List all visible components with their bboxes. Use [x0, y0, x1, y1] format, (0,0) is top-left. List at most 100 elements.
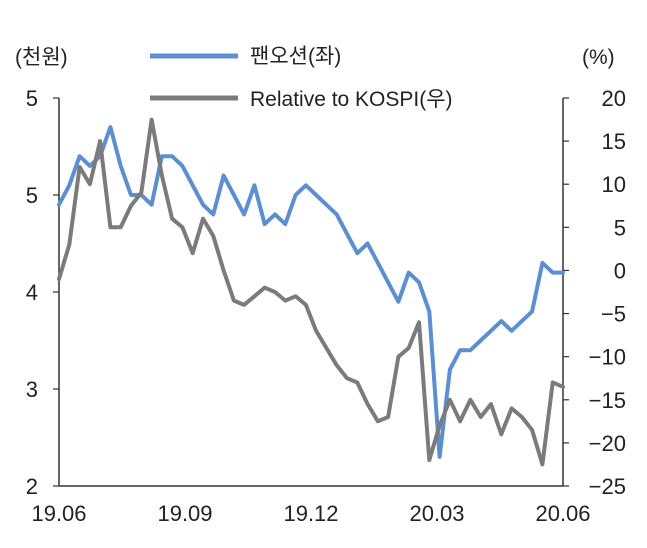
right-tick-label: 5 — [614, 215, 626, 240]
left-axis-ticks: 5 5 4 3 2 — [26, 86, 59, 499]
series-1-point — [88, 164, 92, 168]
series-2-point — [139, 191, 143, 195]
series-2-point — [211, 234, 215, 238]
left-tick-label: 5 — [26, 183, 38, 208]
series-2-point — [273, 290, 277, 294]
series-1-point — [150, 203, 154, 207]
series-2-point — [57, 277, 61, 281]
series-1-point — [510, 329, 514, 333]
series-1-point — [366, 241, 370, 246]
series-2-point — [150, 118, 154, 122]
series-1-point — [191, 183, 195, 187]
series-2-point — [67, 243, 71, 247]
series-2-point — [540, 462, 545, 466]
series-2-point — [386, 415, 390, 419]
series-1-point — [355, 251, 359, 255]
right-axis-unit: (%) — [582, 46, 615, 69]
series-2-point — [304, 303, 308, 307]
left-axis-unit: (천원) — [15, 46, 68, 69]
series-2-point — [170, 217, 174, 221]
series-2-point — [191, 251, 195, 255]
series-1-point — [78, 154, 82, 158]
right-tick-label: −20 — [589, 431, 626, 456]
series-2-point — [438, 424, 442, 428]
series-2-point — [520, 415, 524, 419]
right-tick-label: 20 — [602, 86, 626, 111]
x-tick-label: 20.06 — [535, 501, 590, 526]
series-2-point — [355, 380, 359, 385]
series-2-point — [324, 346, 328, 350]
x-axis-ticks: 19.06 19.09 19.12 20.03 20.06 — [31, 501, 590, 526]
series-2-point — [335, 363, 339, 367]
series-1-point — [108, 125, 112, 129]
series-1-point — [67, 183, 71, 187]
x-tick-label: 19.09 — [157, 501, 212, 526]
right-tick-label: 15 — [602, 129, 626, 154]
series-1-point — [396, 300, 400, 304]
series-1-point — [222, 174, 226, 178]
series-1-point — [551, 271, 555, 275]
series-2-point — [160, 174, 164, 178]
series-1-point — [345, 232, 349, 236]
left-tick-label: 2 — [26, 474, 38, 499]
series-1-point — [242, 212, 246, 216]
legend: 팬오션(좌) Relative to KOSPI(우) — [150, 45, 453, 111]
series-2-point — [551, 380, 555, 385]
right-tick-label: −5 — [601, 302, 626, 327]
series-2-point — [78, 165, 82, 169]
series-2-point — [108, 225, 112, 229]
series-1-point — [170, 154, 174, 158]
legend-label-series-2: Relative to KOSPI(우) — [250, 88, 453, 111]
series-2-point — [314, 329, 318, 333]
series-1-point — [427, 309, 431, 313]
series-2-point — [88, 182, 92, 186]
series-2-point — [263, 286, 267, 290]
series-line-1 — [57, 125, 565, 459]
series-1-point — [417, 280, 421, 284]
series-1-point — [324, 203, 328, 207]
series-2-point — [252, 294, 256, 298]
series-1-point — [407, 271, 411, 275]
series-1-point — [438, 455, 442, 459]
right-tick-label: 10 — [602, 172, 626, 197]
series-1-point — [263, 222, 267, 226]
series-2-point — [530, 428, 534, 432]
series-2-point — [396, 355, 400, 359]
left-tick-label: 5 — [26, 86, 38, 111]
series-2-point — [201, 217, 205, 221]
series-2-point — [561, 385, 565, 389]
x-tick-label: 19.12 — [283, 501, 338, 526]
series-1-point — [201, 203, 205, 207]
legend-label-series-1: 팬오션(좌) — [250, 45, 341, 68]
series-1-point — [386, 280, 390, 284]
series-1-point — [119, 164, 123, 168]
series-1-point — [160, 154, 164, 158]
series-1-point — [314, 193, 318, 197]
series-2-point — [366, 402, 370, 406]
right-tick-label: −15 — [589, 388, 626, 413]
series-2-point — [407, 346, 411, 350]
series-2-point — [242, 303, 246, 307]
series-1-point — [211, 212, 215, 216]
series-1-point — [520, 319, 524, 323]
series-1-point — [129, 193, 133, 197]
series-1-point — [232, 193, 236, 197]
series-1-point — [489, 329, 493, 333]
left-tick-label: 4 — [26, 280, 38, 305]
series-1-point — [479, 338, 483, 343]
series-2-point — [222, 268, 226, 272]
series-1-point — [335, 212, 339, 216]
series-1-point — [376, 261, 380, 265]
series-2-point — [98, 139, 102, 143]
series-1-point — [540, 261, 545, 265]
series-1-point — [252, 183, 256, 187]
series-2-point — [427, 458, 431, 462]
series-2-point — [489, 402, 493, 406]
series-1-point — [283, 222, 287, 226]
series-2-point — [468, 398, 472, 402]
series-1-point — [180, 164, 184, 168]
series-2-point — [119, 225, 123, 229]
series-2-point — [458, 419, 462, 423]
series-1-point — [448, 368, 452, 372]
